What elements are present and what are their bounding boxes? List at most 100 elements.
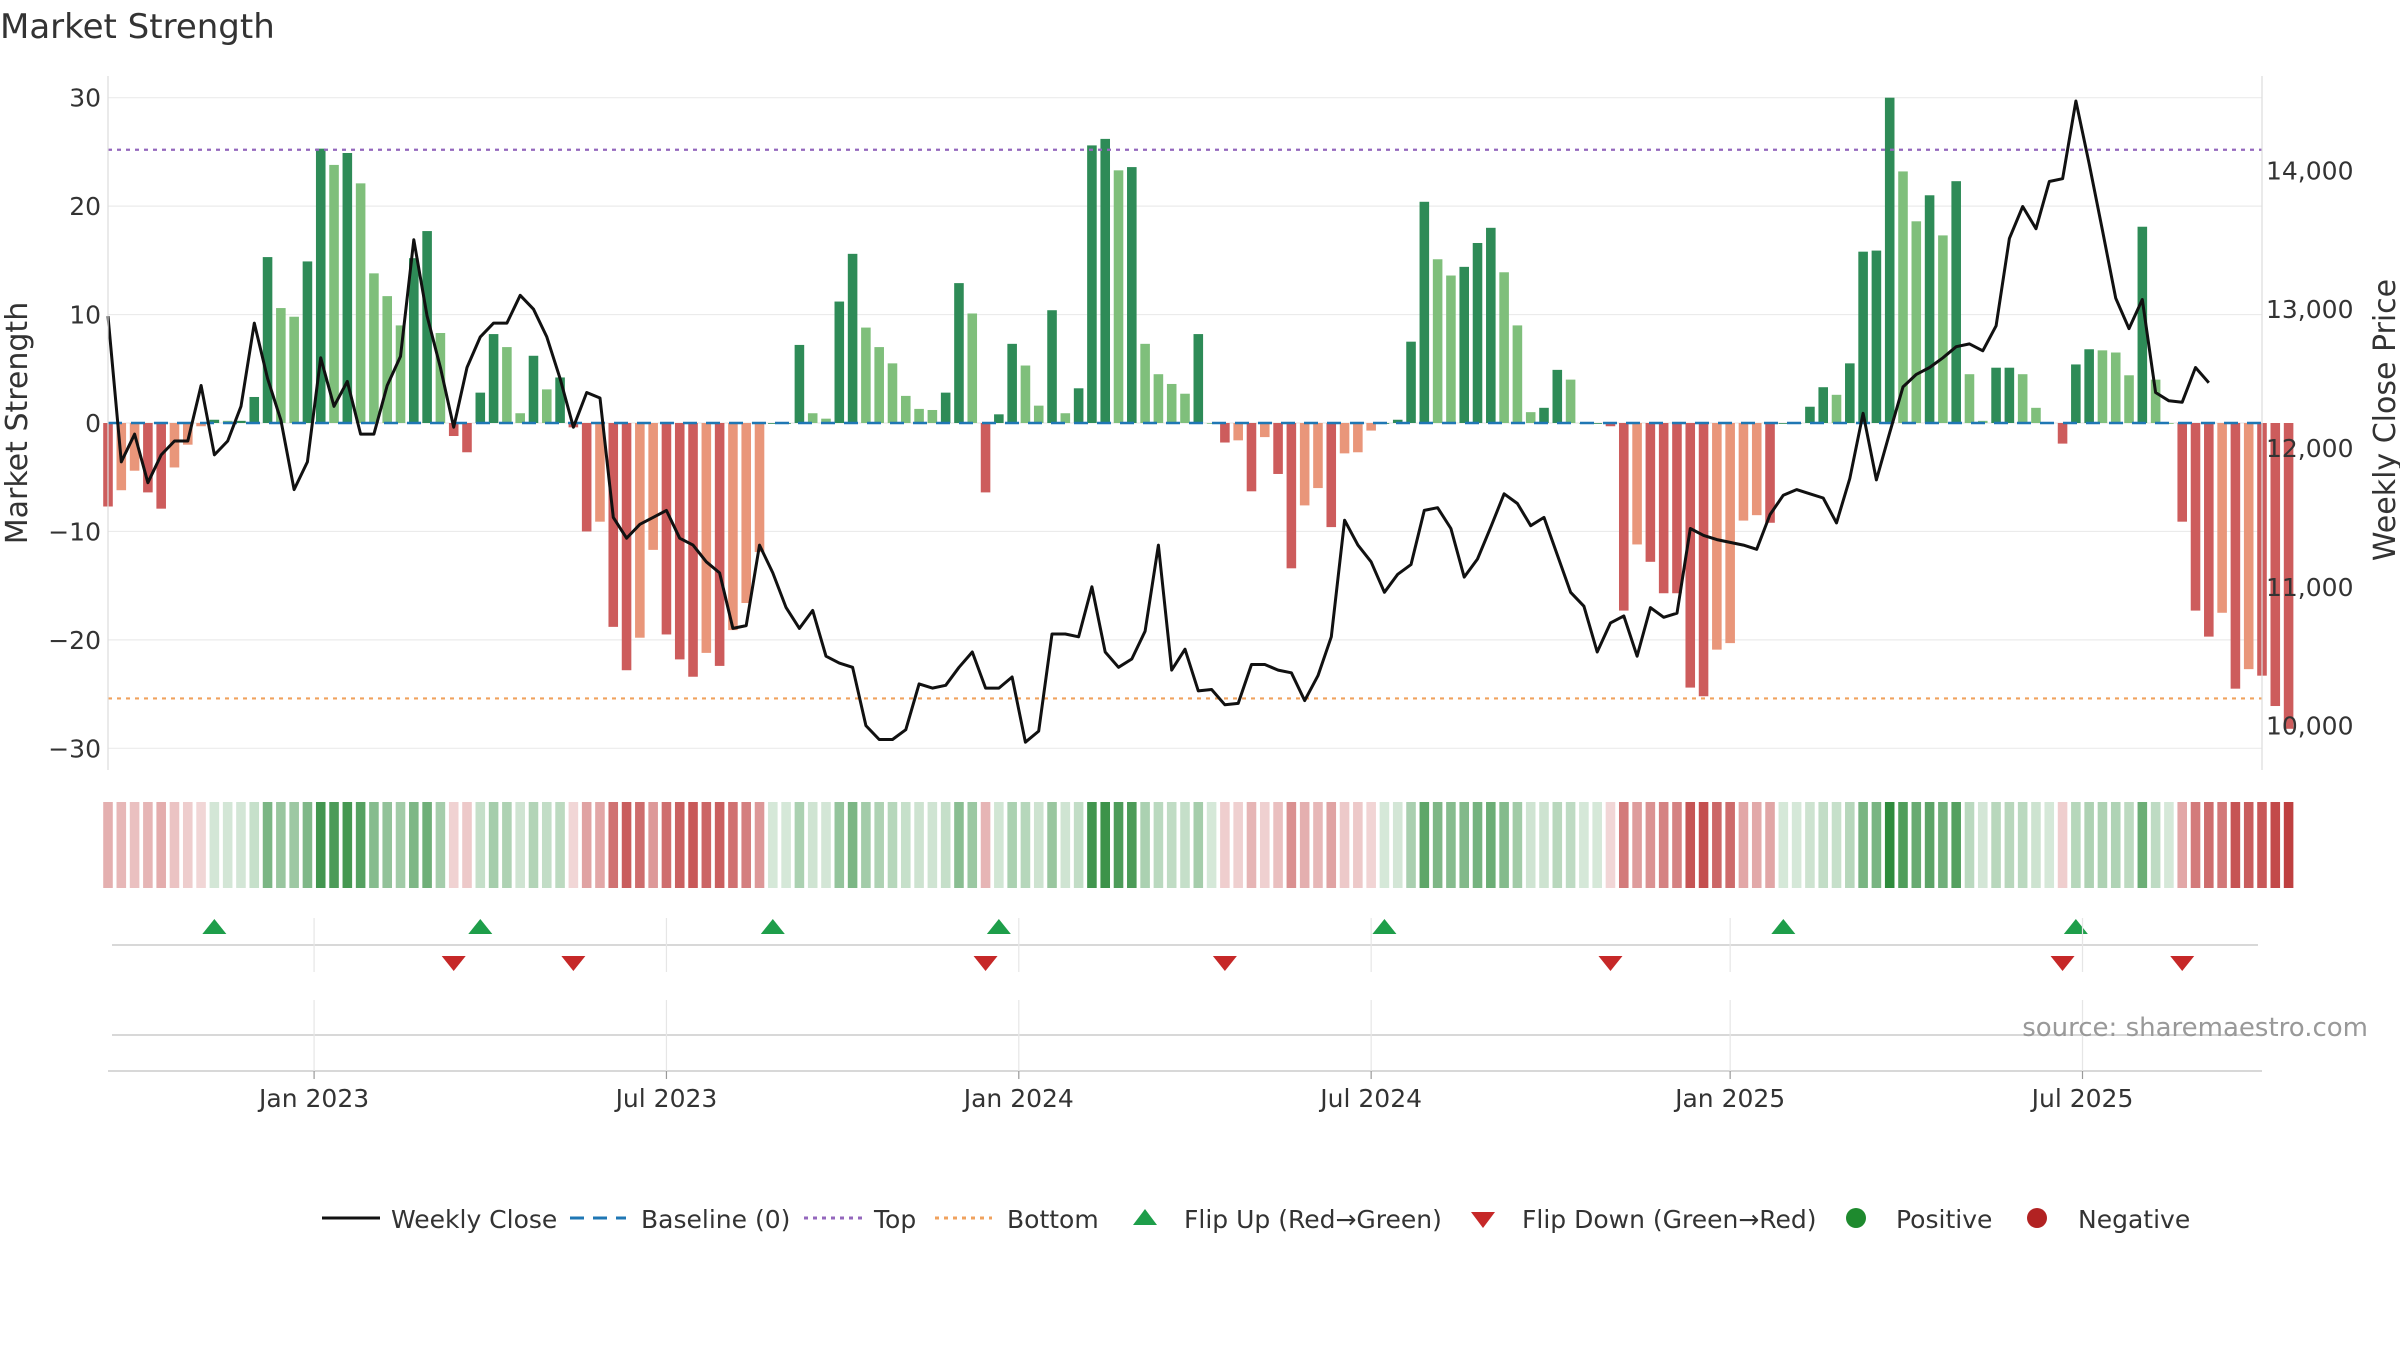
- strength-bar: [2071, 364, 2081, 423]
- heat-cell: [182, 802, 193, 888]
- flip-up-marker: [2063, 919, 2088, 934]
- heat-cell: [1539, 802, 1549, 888]
- y-tick-label-left: −10: [48, 517, 101, 546]
- strength-bar: [1166, 383, 1177, 423]
- strength-bar: [1459, 266, 1470, 423]
- strength-bar: [914, 408, 924, 423]
- heat-cell: [688, 802, 698, 888]
- heat-cell: [940, 802, 951, 888]
- heat-cell: [1499, 802, 1509, 888]
- heat-cell: [1725, 802, 1735, 888]
- heat-cell: [581, 802, 592, 888]
- heat-cell: [1818, 802, 1829, 888]
- strength-bar: [1525, 412, 1536, 423]
- strength-bar: [276, 308, 286, 423]
- strength-bar: [541, 389, 552, 423]
- heat-cell: [1831, 802, 1842, 888]
- heat-cell: [2257, 802, 2267, 888]
- heat-cell: [382, 802, 393, 888]
- heat-cell: [342, 802, 353, 888]
- y-tick-label-left: 20: [69, 192, 101, 221]
- strength-bar: [262, 257, 273, 423]
- heat-cell: [2204, 802, 2214, 888]
- heat-cell: [1446, 802, 1456, 888]
- heat-cell: [2150, 802, 2161, 888]
- heat-cell: [714, 802, 725, 888]
- heat-cell: [1512, 802, 1523, 888]
- strength-bar: [834, 301, 845, 423]
- flip-up-marker: [760, 919, 785, 934]
- heat-cell: [847, 802, 858, 888]
- strength-bar: [1778, 423, 1789, 424]
- heat-cell: [1658, 802, 1669, 888]
- strength-bar: [714, 423, 725, 666]
- heat-cell: [768, 802, 778, 888]
- strength-bar: [329, 164, 339, 423]
- strength-bar: [2031, 407, 2041, 423]
- strength-bar: [249, 396, 260, 423]
- strength-bar: [1924, 195, 1935, 423]
- heat-cell: [980, 802, 991, 888]
- heat-cell: [794, 802, 805, 888]
- strength-bar: [741, 423, 752, 604]
- heat-cell: [1592, 802, 1602, 888]
- heat-cell: [249, 802, 260, 888]
- heat-cell: [129, 802, 140, 888]
- strength-bar: [355, 183, 366, 423]
- strength-bar: [169, 423, 180, 468]
- y-axis-label-right: Weekly Close Price: [2368, 279, 2400, 561]
- strength-bar: [1951, 181, 1961, 423]
- heat-cell: [1220, 802, 1230, 888]
- strength-bar: [315, 148, 326, 423]
- strength-bar: [342, 152, 353, 423]
- heat-cell: [1579, 802, 1589, 888]
- strength-bar: [954, 283, 964, 423]
- heat-cell: [2084, 802, 2094, 888]
- heat-cell: [994, 802, 1004, 888]
- heat-cell: [1047, 802, 1057, 888]
- strength-bar: [1751, 423, 1762, 516]
- heat-cell: [1698, 802, 1709, 888]
- reference-lines: [108, 148, 2262, 700]
- heat-cell: [1273, 802, 1283, 888]
- heat-cell: [1525, 802, 1536, 888]
- legend-negative-icon: [2027, 1208, 2047, 1228]
- flip-down-marker: [441, 956, 466, 971]
- legend: Weekly Close Baseline (0) Top Bottom Fli…: [322, 1205, 2190, 1234]
- heat-cell: [1060, 802, 1071, 888]
- flip-up-marker: [986, 919, 1011, 934]
- heat-cell: [807, 802, 818, 888]
- heat-cell: [2177, 802, 2188, 888]
- heat-cell: [1977, 802, 1988, 888]
- x-tick-label: Jan 2024: [962, 1084, 1074, 1113]
- strength-bar: [1725, 423, 1735, 644]
- heat-cell: [1791, 802, 1802, 888]
- y-tick-label-left: 0: [85, 409, 101, 438]
- strength-bar: [369, 273, 379, 423]
- heat-cell: [1259, 802, 1270, 888]
- strength-bar: [1153, 374, 1164, 423]
- heat-cell: [661, 802, 672, 888]
- legend-flip-down-label: Flip Down (Green→Red): [1522, 1205, 1817, 1234]
- legend-bottom-label: Bottom: [1007, 1205, 1099, 1234]
- heat-cell: [635, 802, 645, 888]
- strength-bar: [1313, 423, 1323, 489]
- heat-cell: [1618, 802, 1629, 888]
- strength-bar: [1273, 423, 1283, 474]
- heat-cell: [409, 802, 419, 888]
- strength-bar: [1419, 201, 1430, 423]
- strength-bar: [2137, 226, 2148, 423]
- strength-bar: [728, 423, 738, 631]
- heat-cell: [874, 802, 884, 888]
- heat-cell: [2097, 802, 2108, 888]
- strength-bar: [395, 325, 406, 423]
- strength-bar: [462, 423, 472, 453]
- strength-bar: [1366, 423, 1376, 431]
- strength-bar: [2084, 349, 2094, 423]
- x-tick-label: Jul 2023: [614, 1084, 718, 1113]
- heat-cell: [1353, 802, 1363, 888]
- strength-bar: [1712, 423, 1722, 650]
- strength-bar: [2017, 374, 2028, 423]
- heat-cell: [2243, 802, 2254, 888]
